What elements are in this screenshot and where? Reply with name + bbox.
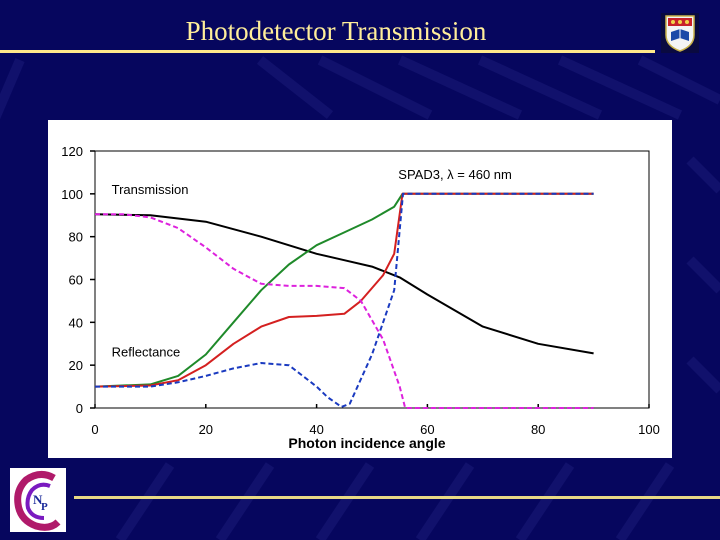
bottom-rule: [74, 496, 720, 499]
y-tick-label: 80: [69, 230, 83, 245]
title-rule: [0, 50, 655, 53]
y-tick-label: 20: [69, 358, 83, 373]
y-tick-label: 0: [76, 401, 83, 416]
svg-text:P: P: [41, 501, 48, 513]
slide-title: Photodetector Transmission: [185, 16, 487, 46]
region-label: Transmission: [112, 182, 189, 197]
chart: 0 20 40 60 80 100 0 20 40 60 80 100 120 Photon incide…: [61, 144, 660, 451]
x-tick-label: 20: [199, 422, 213, 437]
imp-logo-icon: N P: [10, 468, 66, 532]
y-tick-label: 120: [61, 144, 83, 159]
y-tick-label: 40: [69, 315, 83, 330]
series-line-4: [95, 192, 594, 408]
y-tick-label: 60: [69, 273, 83, 288]
chart-panel: 0 20 40 60 80 100 0 20 40 60 80 100 120 Photon incide…: [48, 120, 672, 458]
x-axis-label: Photon incidence angle: [288, 435, 445, 451]
x-tick-label: 100: [638, 422, 660, 437]
series-line-2: [94, 192, 594, 388]
region-label: Reflectance: [112, 345, 181, 360]
series-line-3: [95, 213, 594, 409]
chart-annotation: SPAD3, λ = 460 nm: [398, 167, 512, 182]
x-tick-label: 60: [420, 422, 434, 437]
x-tick-label: 0: [91, 422, 98, 437]
y-tick-label: 100: [61, 187, 83, 202]
series-line-0: [94, 213, 594, 355]
university-crest-icon: [661, 13, 699, 53]
x-tick-label: 80: [531, 422, 545, 437]
x-tick-label: 40: [309, 422, 323, 437]
svg-text:N: N: [33, 492, 43, 507]
